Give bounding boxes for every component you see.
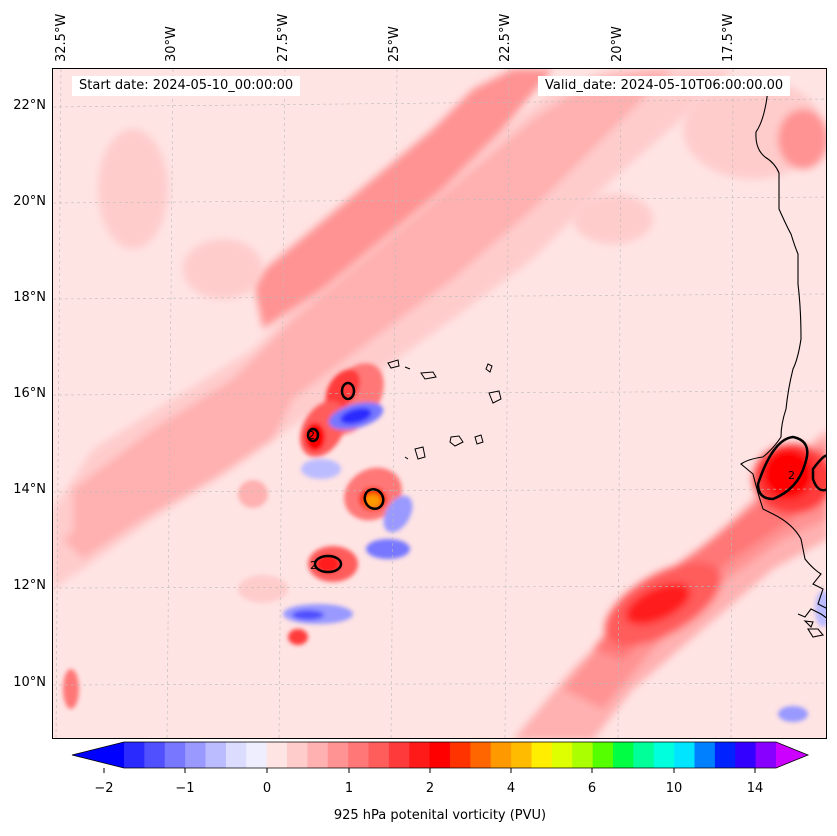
colorbar-segment <box>613 742 634 768</box>
lon-label-25W: 25°W <box>387 26 402 62</box>
graticule <box>53 69 826 738</box>
cb-tick-0: 0 <box>262 781 272 796</box>
africa-coastline <box>740 88 826 638</box>
map-panel[interactable]: 2 2 2 <box>52 68 827 739</box>
colorbar-segment <box>714 742 736 768</box>
colorbar-segment <box>470 742 492 768</box>
colorbar-segment <box>327 742 349 768</box>
contour-label: 2 <box>788 469 795 482</box>
colorbar-segment <box>185 742 206 768</box>
colorbar-segment <box>633 742 655 768</box>
cb-tick-neg1: −1 <box>175 781 195 796</box>
contour-label: 2 <box>310 559 317 572</box>
colorbar-segment <box>266 742 288 768</box>
cb-tick-neg2: −2 <box>94 781 114 796</box>
colorbar-segment <box>735 742 757 768</box>
colorbar-segment <box>551 742 573 768</box>
colorbar-segments <box>71 741 810 773</box>
colorbar-segment <box>368 742 390 768</box>
pv-upper-right-patches <box>98 79 826 299</box>
colorbar-label: 925 hPa potenital vorticity (PVU) <box>333 808 547 823</box>
colorbar-extend-max <box>776 742 808 768</box>
colorbar-segment <box>246 742 268 768</box>
colorbar-segment <box>348 742 369 768</box>
colorbar-segment <box>572 742 594 768</box>
start-date-label: Start date: 2024-05-10_00:00:00 <box>72 76 301 96</box>
colorbar-segment <box>144 742 166 768</box>
colorbar-segment <box>307 742 329 768</box>
colorbar-segment <box>531 742 553 768</box>
lat-label-12N: 12°N <box>13 578 46 593</box>
colorbar-outline <box>71 741 810 769</box>
colorbar-segment <box>287 742 308 768</box>
colorbar-segment <box>429 742 451 768</box>
colorbar-segment <box>694 742 716 768</box>
colorbar-extend-min <box>72 742 124 768</box>
pv-band-southeast <box>514 430 826 738</box>
lon-label-27.5W: 27.5°W <box>276 13 291 62</box>
lon-label-20W: 20°W <box>610 26 625 62</box>
colorbar-segment <box>674 742 695 768</box>
cape-verde-islands <box>387 359 502 460</box>
colorbar-segment <box>164 742 186 768</box>
colorbar-segment <box>409 742 431 768</box>
lat-label-18N: 18°N <box>13 290 46 305</box>
lat-label-14N: 14°N <box>13 482 46 497</box>
colorbar-segment <box>388 742 410 768</box>
cb-tick-10: 10 <box>665 781 683 796</box>
colorbar-segment <box>124 742 145 768</box>
cb-tick-6: 6 <box>587 781 597 796</box>
colorbar-segment <box>755 742 777 768</box>
cb-tick-1: 1 <box>344 781 354 796</box>
lon-label-30W: 30°W <box>164 26 179 62</box>
lon-label-32.5W: 32.5°W <box>54 13 69 62</box>
colorbar-segment <box>450 742 471 768</box>
pv-2-contours <box>306 381 826 574</box>
pv-field-map: 2 2 2 <box>53 69 826 738</box>
contour-label: 2 <box>308 429 315 442</box>
colorbar-segment <box>490 742 512 768</box>
lat-label-20N: 20°N <box>13 194 46 209</box>
contour-labels: 2 2 2 <box>308 429 795 572</box>
lat-label-10N: 10°N <box>13 675 46 690</box>
cb-tick-14: 14 <box>746 781 764 796</box>
cb-tick-4: 4 <box>506 781 516 796</box>
valid-date-label: Valid_date: 2024-05-10T06:00:00.00 <box>538 76 791 96</box>
colorbar-segment <box>205 742 227 768</box>
lon-label-22.5W: 22.5°W <box>498 13 513 62</box>
lat-label-16N: 16°N <box>13 386 46 401</box>
colorbar-segment <box>653 742 675 768</box>
colorbar-segment <box>592 742 614 768</box>
colorbar-segment <box>225 742 247 768</box>
lon-label-17.5W: 17.5°W <box>721 13 736 62</box>
cb-tick-2: 2 <box>425 781 435 796</box>
lat-label-22N: 22°N <box>13 98 46 113</box>
colorbar-segment <box>511 742 532 768</box>
colorbar <box>71 741 810 773</box>
